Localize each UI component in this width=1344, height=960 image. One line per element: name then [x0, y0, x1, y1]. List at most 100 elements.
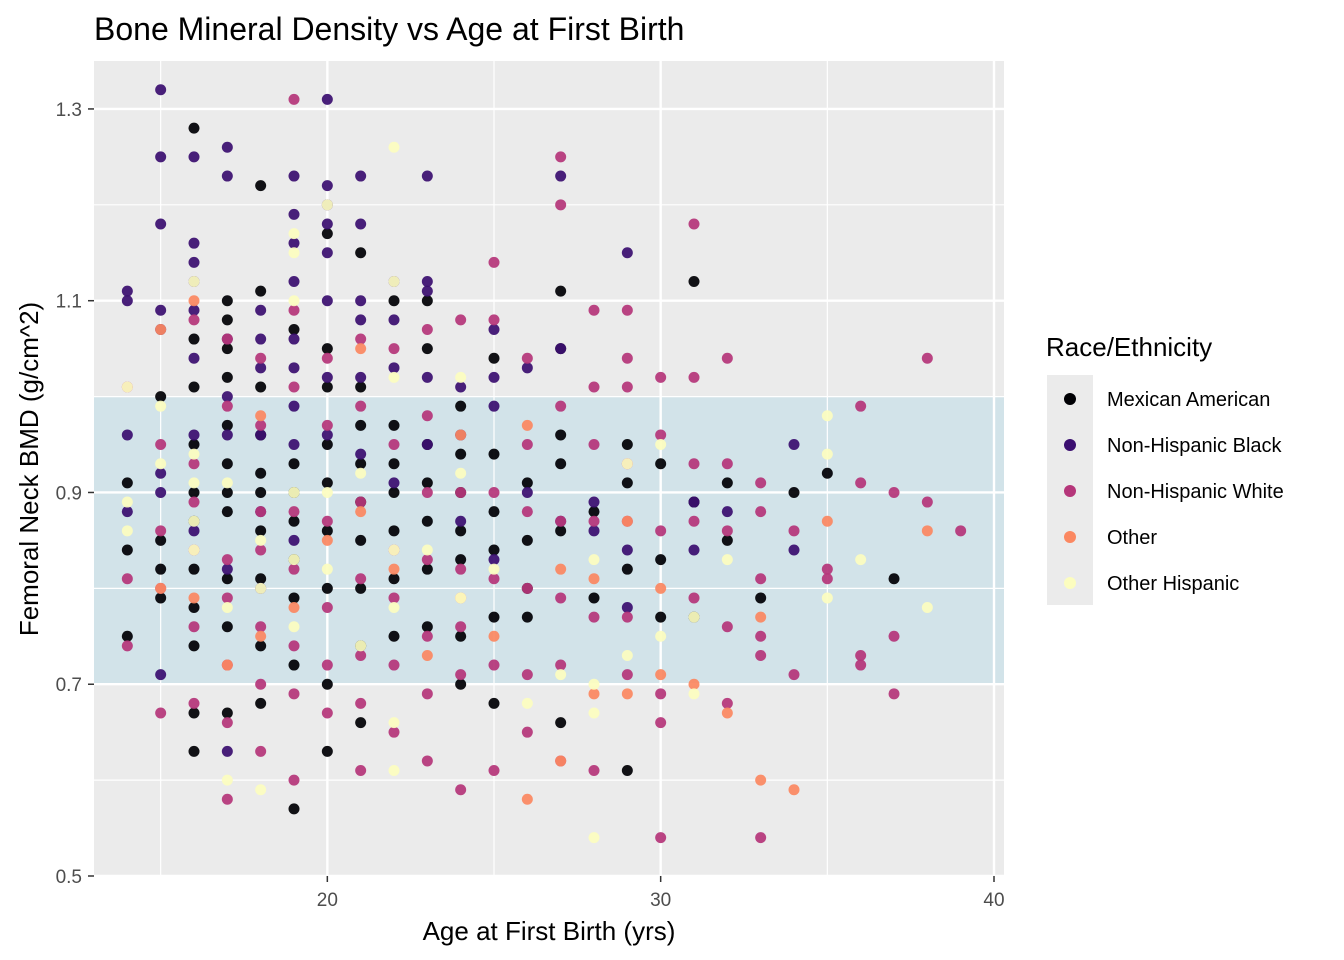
- scatter-point: [255, 573, 267, 585]
- scatter-point: [688, 515, 700, 527]
- scatter-point: [255, 180, 267, 192]
- scatter-point: [455, 400, 467, 412]
- scatter-point: [488, 400, 500, 412]
- legend-key: [1064, 439, 1076, 451]
- scatter-point: [221, 774, 233, 786]
- scatter-point: [821, 563, 833, 575]
- scatter-point: [755, 832, 767, 844]
- scatter-point: [588, 439, 600, 451]
- scatter-point: [321, 477, 333, 489]
- scatter-point: [421, 285, 433, 297]
- scatter-point: [488, 323, 500, 335]
- scatter-point: [255, 506, 267, 518]
- scatter-point: [421, 563, 433, 575]
- scatter-point: [255, 582, 267, 594]
- scatter-point: [355, 295, 367, 307]
- scatter-point: [288, 640, 300, 652]
- scatter-point: [455, 678, 467, 690]
- scatter-point: [721, 554, 733, 566]
- scatter-point: [121, 381, 133, 393]
- scatter-point: [188, 439, 200, 451]
- scatter-point: [255, 745, 267, 757]
- scatter-point: [255, 362, 267, 374]
- scatter-point: [355, 649, 367, 661]
- scatter-point: [421, 343, 433, 355]
- x-tick-label: 30: [650, 890, 671, 911]
- scatter-point: [488, 554, 500, 566]
- scatter-point: [421, 295, 433, 307]
- scatter-point: [221, 793, 233, 805]
- scatter-point: [621, 458, 633, 470]
- scatter-point: [821, 467, 833, 479]
- scatter-point: [488, 314, 500, 326]
- scatter-point: [388, 343, 400, 355]
- scatter-point: [288, 534, 300, 546]
- scatter-point: [355, 765, 367, 777]
- scatter-point: [521, 362, 533, 374]
- scatter-point: [388, 295, 400, 307]
- scatter-point: [688, 371, 700, 383]
- scatter-point: [555, 170, 567, 182]
- scatter-point: [288, 602, 300, 614]
- scatter-point: [421, 544, 433, 556]
- scatter-point: [388, 525, 400, 537]
- legend-label: Other: [1107, 527, 1157, 549]
- scatter-point: [121, 640, 133, 652]
- scatter-point: [355, 717, 367, 729]
- scatter-point: [455, 486, 467, 498]
- scatter-point: [255, 410, 267, 422]
- scatter-point: [321, 439, 333, 451]
- scatter-point: [221, 429, 233, 441]
- scatter-point: [221, 477, 233, 489]
- scatter-point: [121, 573, 133, 585]
- scatter-point: [121, 630, 133, 642]
- scatter-point: [188, 592, 200, 604]
- scatter-point: [288, 237, 300, 249]
- scatter-point: [155, 563, 167, 575]
- scatter-point: [321, 582, 333, 594]
- x-axis: 20 30 40: [317, 876, 1005, 911]
- scatter-point: [821, 410, 833, 422]
- scatter-point: [388, 419, 400, 431]
- scatter-point: [388, 439, 400, 451]
- legend-key: [1064, 531, 1076, 543]
- scatter-point: [288, 400, 300, 412]
- legend: Race/Ethnicity Mexican American Non-Hispa…: [1046, 332, 1284, 605]
- scatter-point: [655, 371, 667, 383]
- scatter-point: [921, 602, 933, 614]
- scatter-point: [555, 343, 567, 355]
- scatter-point: [621, 352, 633, 364]
- scatter-point: [188, 563, 200, 575]
- data-points: [121, 84, 967, 844]
- scatter-point: [388, 659, 400, 671]
- major-gridlines: [94, 61, 1004, 878]
- scatter-point: [288, 93, 300, 105]
- scatter-point: [555, 429, 567, 441]
- scatter-point: [388, 486, 400, 498]
- scatter-point: [221, 506, 233, 518]
- scatter-point: [121, 496, 133, 508]
- scatter-point: [788, 486, 800, 498]
- scatter-point: [555, 285, 567, 297]
- scatter-point: [255, 697, 267, 709]
- scatter-point: [621, 247, 633, 259]
- scatter-point: [388, 573, 400, 585]
- scatter-point: [255, 630, 267, 642]
- scatter-point: [688, 678, 700, 690]
- scatter-point: [155, 707, 167, 719]
- scatter-point: [155, 151, 167, 163]
- scatter-point: [588, 707, 600, 719]
- scatter-point: [388, 592, 400, 604]
- scatter-point: [355, 458, 367, 470]
- scatter-point: [221, 419, 233, 431]
- scatter-point: [488, 630, 500, 642]
- x-tick-label: 20: [317, 890, 338, 911]
- scatter-point: [588, 525, 600, 537]
- scatter-point: [321, 563, 333, 575]
- scatter-point: [855, 554, 867, 566]
- scatter-point: [155, 592, 167, 604]
- scatter-point: [288, 304, 300, 316]
- scatter-point: [221, 391, 233, 403]
- scatter-point: [721, 707, 733, 719]
